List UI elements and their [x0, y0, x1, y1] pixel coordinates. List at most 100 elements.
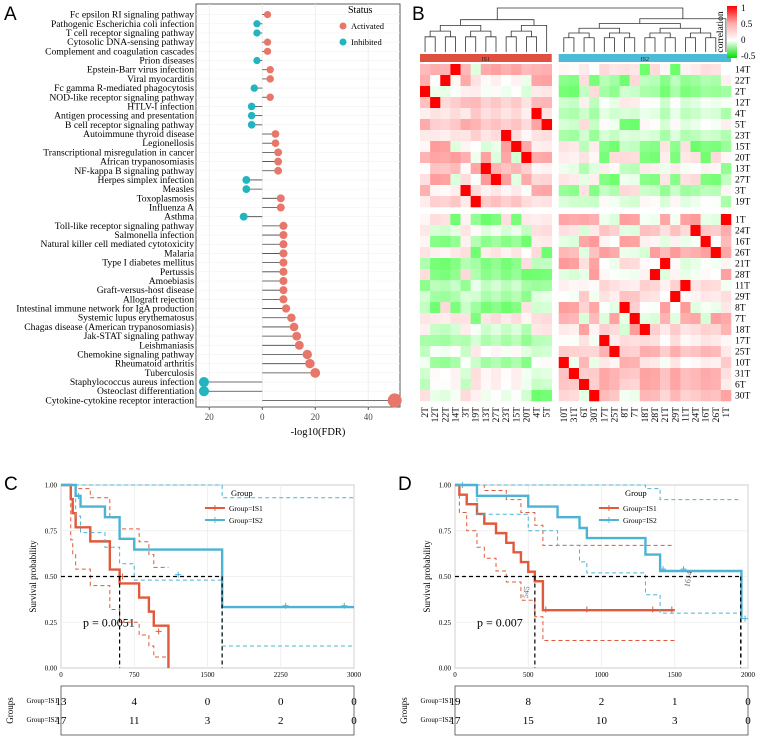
heatmap-cell — [450, 86, 461, 98]
heatmap-cell — [639, 86, 651, 98]
heatmap-cell — [568, 313, 580, 325]
heatmap-cell — [480, 346, 492, 358]
heatmap-cell — [558, 130, 570, 142]
heatmap-cell — [680, 86, 691, 98]
pathway-label: Salmonella infection — [114, 230, 194, 241]
heatmap-cell — [490, 379, 502, 391]
heatmap-cell — [629, 196, 641, 208]
heatmap-cell — [680, 291, 691, 303]
risk-table-value: 8 — [526, 696, 532, 708]
heatmap-cell — [558, 86, 570, 98]
heatmap-cell — [710, 247, 722, 259]
column-label: 10T — [560, 407, 570, 423]
row-label: 26T — [735, 249, 751, 259]
heatmap-cell — [629, 119, 641, 131]
heatmap-cell — [511, 225, 522, 237]
heatmap-cell — [680, 196, 691, 208]
heatmap-cell — [490, 258, 502, 270]
heatmap-cell — [700, 335, 712, 347]
heatmap-cell — [558, 324, 570, 336]
lollipop-point — [266, 65, 274, 74]
heatmap-cell — [599, 196, 610, 208]
heatmap-cell — [680, 346, 691, 358]
heatmap-cell — [541, 163, 553, 175]
heatmap-cell — [541, 152, 553, 164]
heatmap-cell — [430, 390, 441, 402]
heatmap-cell — [700, 119, 712, 131]
heatmap-cell — [720, 346, 732, 358]
heatmap-cell — [660, 185, 671, 197]
column-label: 19T — [472, 407, 482, 423]
pathway-label: African trypanosomiasis — [100, 157, 194, 168]
heatmap-cell — [609, 75, 620, 87]
heatmap-cell — [531, 302, 542, 314]
heatmap-cell — [490, 291, 502, 303]
heatmap-cell — [440, 291, 451, 303]
lollipop-point — [274, 166, 283, 175]
heatmap-cell — [629, 390, 641, 402]
heatmap-cell — [589, 75, 600, 87]
heatmap-cell — [700, 313, 712, 325]
heatmap-cell — [710, 236, 722, 248]
heatmap-cell — [720, 163, 732, 175]
heatmap-cell — [470, 97, 482, 109]
heatmap-cell — [501, 313, 512, 325]
heatmap-cell — [710, 141, 722, 153]
heatmap-cell — [720, 302, 732, 314]
heatmap-cell — [639, 346, 651, 358]
lollipop-point — [294, 340, 304, 350]
heatmap-cell — [629, 269, 641, 281]
heatmap-cell — [531, 357, 542, 369]
heatmap-cell — [589, 130, 600, 142]
heatmap-cell — [521, 379, 532, 391]
heatmap-cell — [579, 346, 590, 358]
heatmap-cell — [660, 357, 671, 369]
heatmap-cell — [440, 152, 451, 164]
heatmap-cell — [558, 225, 570, 237]
heatmap-cell — [609, 130, 620, 142]
heatmap-cell — [430, 119, 441, 131]
heatmap-cell — [440, 247, 451, 259]
pathway-label: Autoimmune thyroid disease — [83, 129, 194, 140]
heatmap-cell — [649, 390, 661, 402]
heatmap-cell — [629, 291, 641, 303]
row-label: 27T — [735, 176, 751, 186]
heatmap-cell — [649, 302, 661, 314]
lollipop-point — [247, 121, 256, 129]
heatmap-cell — [460, 163, 471, 175]
heatmap-cell — [589, 335, 600, 347]
heatmap-cell — [589, 390, 600, 402]
heatmap-cell — [670, 97, 681, 109]
heatmap-cell — [521, 291, 532, 303]
heatmap-cell — [470, 86, 482, 98]
heatmap-cell — [649, 357, 661, 369]
pathway-label: Jak-STAT signaling pathway — [84, 331, 195, 342]
heatmap-cell — [710, 174, 722, 186]
heatmap-cell — [430, 185, 441, 197]
heatmap-cell — [599, 152, 610, 164]
heatmap-cell — [450, 130, 461, 142]
heatmap-cell — [670, 185, 681, 197]
risk-table-value: 0 — [745, 696, 751, 708]
heatmap-cell — [450, 225, 461, 237]
heatmap-cell — [490, 302, 502, 314]
heatmap-cell — [501, 346, 512, 358]
heatmap-cell — [480, 335, 492, 347]
heatmap-cell — [558, 108, 570, 120]
heatmap-cell — [639, 64, 651, 76]
heatmap-cell — [521, 368, 532, 380]
heatmap-cell — [660, 163, 671, 175]
legend-entry: Group=IS1 — [623, 504, 657, 513]
heatmap-cell — [511, 236, 522, 248]
heatmap-cell — [558, 269, 570, 281]
risk-table-frame — [60, 685, 355, 736]
risk-table-value: 1 — [672, 696, 678, 708]
lollipop-point — [239, 212, 248, 221]
risk-table-value: 10 — [596, 715, 608, 727]
heatmap-cell — [700, 196, 712, 208]
ci-lower-line — [455, 484, 742, 659]
censor-mark — [649, 606, 656, 613]
panel-b-heatmap: 14T22T2T12T4T5T23T15T20T13T27T3T19T1T24T… — [420, 3, 756, 422]
heatmap-cell — [460, 86, 471, 98]
legend-entry: Group=IS2 — [623, 516, 657, 525]
